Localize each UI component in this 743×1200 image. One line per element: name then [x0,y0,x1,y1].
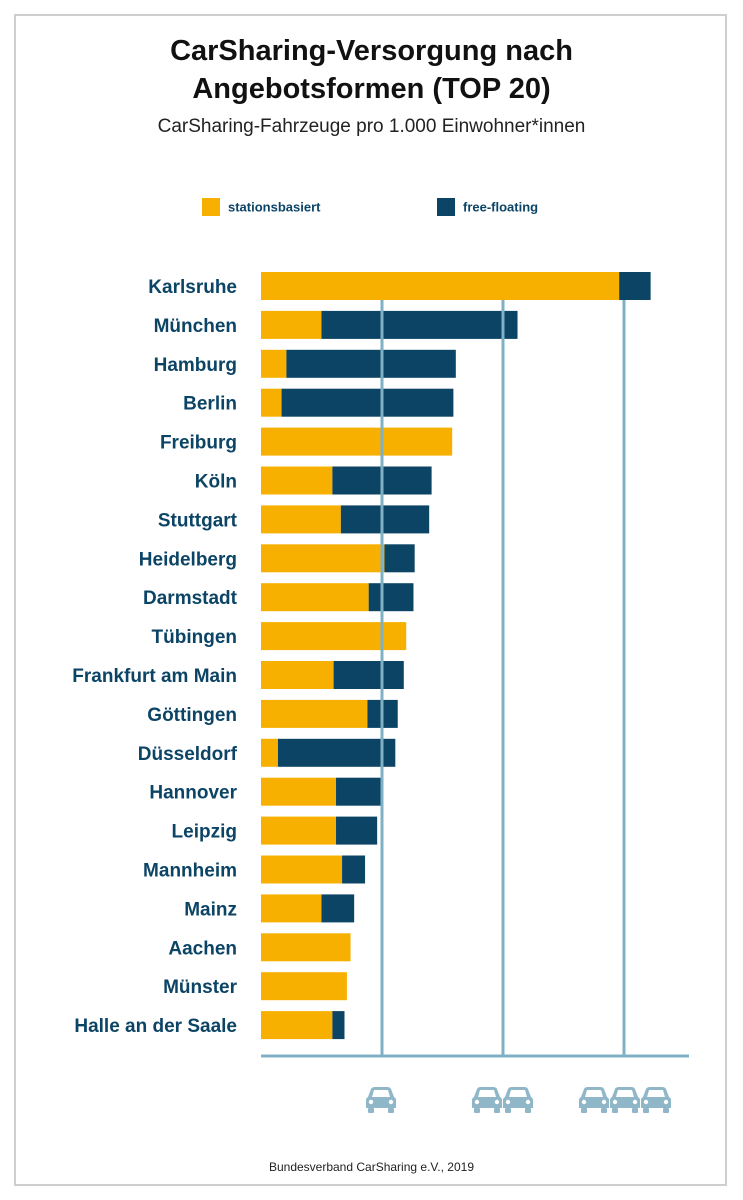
bar-free-floating-2 [321,310,518,339]
bar-stationsbasiert-16 [261,855,343,884]
car-icon-2a [472,1087,502,1113]
bar-free-floating-1 [619,272,651,300]
legend-label-free-floating: free-floating [463,199,539,215]
bar-free-floating-8 [384,544,415,573]
bar-free-floating-17 [321,894,355,923]
car-icon-3c [641,1087,671,1113]
category-label-9: Darmstadt [143,588,238,609]
bar-stationsbasiert-18 [261,933,351,962]
bar-stationsbasiert-3 [261,349,287,378]
category-label-16: Mannheim [143,861,237,882]
category-label-1: Karlsruhe [148,277,237,298]
bar-stationsbasiert-11 [261,661,334,689]
category-label-7: Stuttgart [158,510,238,531]
bar-stationsbasiert-15 [261,816,337,845]
legend-item-free-floating: free-floating [437,198,538,216]
category-label-3: Hamburg [154,355,237,376]
bar-stationsbasiert-10 [261,622,407,651]
bar-stationsbasiert-17 [261,894,322,923]
bar-stationsbasiert-1 [261,272,620,300]
bar-free-floating-20 [332,1011,345,1040]
category-label-4: Berlin [183,394,237,415]
bar-stationsbasiert-5 [261,427,453,456]
bar-stationsbasiert-7 [261,505,341,534]
bar-stationsbasiert-13 [261,738,278,767]
bar-stationsbasiert-19 [261,972,347,1001]
category-label-11: Frankfurt am Main [72,666,237,687]
car-icon-3a [579,1087,609,1113]
category-label-18: Aachen [168,938,237,959]
category-label-15: Leipzig [172,822,237,843]
bar-free-floating-15 [336,816,378,845]
category-label-10: Tübingen [152,627,237,648]
bar-stationsbasiert-12 [261,699,368,728]
bar-free-floating-14 [336,777,381,806]
legend-label-stationsbasiert: stationsbasiert [228,199,321,215]
chart-subtitle: CarSharing-Fahrzeuge pro 1.000 Einwohner… [157,116,586,137]
category-label-13: Düsseldorf [138,744,238,765]
source-note: Bundesverband CarSharing e.V., 2019 [268,1160,475,1174]
bar-stationsbasiert-20 [261,1011,333,1040]
car-icon-3b [610,1087,640,1113]
category-label-5: Freiburg [160,433,237,454]
bar-free-floating-11 [333,661,404,689]
legend-item-stationsbasiert: stationsbasiert [202,198,320,216]
category-label-12: Göttingen [147,705,237,726]
bar-stationsbasiert-4 [261,388,282,417]
bar-free-floating-9 [368,583,414,612]
category-label-17: Mainz [184,899,237,920]
legend-swatch-free-floating [437,198,455,216]
category-label-19: Münster [163,977,238,998]
car-icon-1 [366,1087,396,1113]
bar-free-floating-13 [277,738,396,767]
bar-free-floating-16 [342,855,366,884]
bar-free-floating-7 [340,505,430,534]
bar-stationsbasiert-8 [261,544,385,573]
category-label-6: Köln [195,472,237,493]
bar-stationsbasiert-9 [261,583,369,612]
car-icon-2b [503,1087,533,1113]
category-label-14: Hannover [149,783,237,804]
bar-free-floating-4 [281,388,454,417]
bar-stationsbasiert-6 [261,466,333,495]
category-label-8: Heidelberg [139,549,237,570]
bar-free-floating-3 [286,349,456,378]
title-line-1: CarSharing-Versorgung nach [170,35,573,67]
chart-title: CarSharing-Versorgung nach Angebotsforme… [0,32,743,108]
title-line-2: Angebotsformen (TOP 20) [192,73,551,105]
category-label-20: Halle an der Saale [74,1016,237,1037]
bar-stationsbasiert-2 [261,310,322,339]
category-label-2: München [154,316,237,337]
bar-stationsbasiert-14 [261,777,337,806]
legend-swatch-stationsbasiert [202,198,220,216]
